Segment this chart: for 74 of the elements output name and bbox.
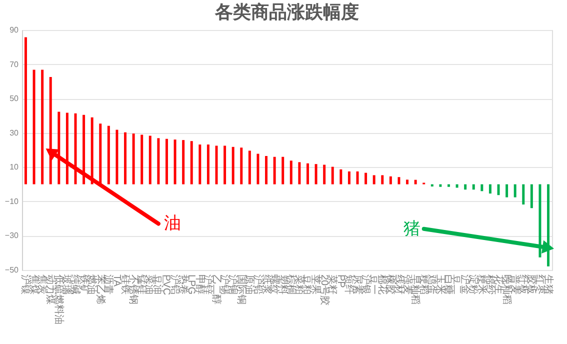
bar <box>372 175 376 184</box>
x-tick-label: 螺纹 <box>268 274 281 294</box>
bar <box>364 172 368 184</box>
bar <box>140 134 144 184</box>
bar <box>348 171 350 184</box>
bar <box>190 141 193 184</box>
y-tick-label: 10 <box>10 162 20 172</box>
bar <box>107 126 110 184</box>
bar <box>389 176 392 184</box>
bar <box>290 160 292 184</box>
x-tick-label: 早籼稻 <box>410 274 422 304</box>
y-tick-label: −50 <box>4 266 20 274</box>
bar <box>32 70 36 184</box>
bar <box>439 184 442 187</box>
bar <box>124 132 127 184</box>
bar <box>514 184 516 198</box>
bar <box>406 180 409 184</box>
y-tick-label: 50 <box>10 94 20 104</box>
bar <box>182 140 185 184</box>
bar <box>381 175 384 184</box>
bar <box>24 37 27 184</box>
bar <box>41 70 44 184</box>
bar <box>298 162 301 184</box>
bar <box>306 163 309 184</box>
bar <box>157 138 160 184</box>
x-tick-label: 尿素 <box>352 274 364 294</box>
x-tick-label: 淀粉 <box>468 274 480 294</box>
bar <box>206 144 210 184</box>
x-tick-label: 原油 <box>244 274 256 294</box>
bar <box>314 164 318 184</box>
bar <box>256 154 260 184</box>
bar <box>398 177 400 184</box>
x-tick-label: 沪铝 <box>169 274 182 294</box>
bar <box>447 184 450 187</box>
bar <box>530 184 533 208</box>
y-tick-label: −30 <box>4 231 20 240</box>
bar <box>323 164 326 184</box>
chart-title: 各类商品涨跌幅度 <box>214 2 359 22</box>
y-tick-label: −10 <box>4 196 20 206</box>
bar <box>464 184 467 190</box>
bar <box>472 184 475 190</box>
bar <box>265 156 268 184</box>
bar <box>488 184 492 194</box>
y-tick-label: 70 <box>10 60 20 69</box>
bar <box>240 148 243 184</box>
bar <box>148 136 152 184</box>
x-tick-label: 动力煤 <box>44 274 57 304</box>
bar <box>132 134 135 184</box>
bar <box>232 146 234 184</box>
bar <box>522 184 525 205</box>
bar <box>273 156 276 184</box>
bar <box>430 184 434 187</box>
bar <box>282 156 284 184</box>
bar <box>224 146 226 184</box>
bar <box>414 180 417 184</box>
x-tick-label: 玻璃 <box>61 274 74 294</box>
bar <box>506 184 508 198</box>
x-tick-label: 普麦 <box>509 274 522 294</box>
y-tick-label: 90 <box>10 26 20 34</box>
bar <box>331 166 334 184</box>
bar <box>480 184 484 192</box>
annotation: 猪 <box>403 218 420 238</box>
bar <box>174 140 176 184</box>
bar <box>248 150 251 184</box>
bar <box>116 130 118 184</box>
x-tick-label: 棉纱 <box>484 274 496 294</box>
x-tick-label: 鸡蛋 <box>426 274 438 294</box>
annotation: 油 <box>164 214 181 233</box>
y-tick-label: 30 <box>10 128 20 138</box>
bar <box>198 144 202 184</box>
bar <box>165 138 168 184</box>
x-tick-label: 胶板 <box>526 274 538 294</box>
bar <box>340 169 342 184</box>
x-tick-label: 棕榈 <box>285 274 298 294</box>
